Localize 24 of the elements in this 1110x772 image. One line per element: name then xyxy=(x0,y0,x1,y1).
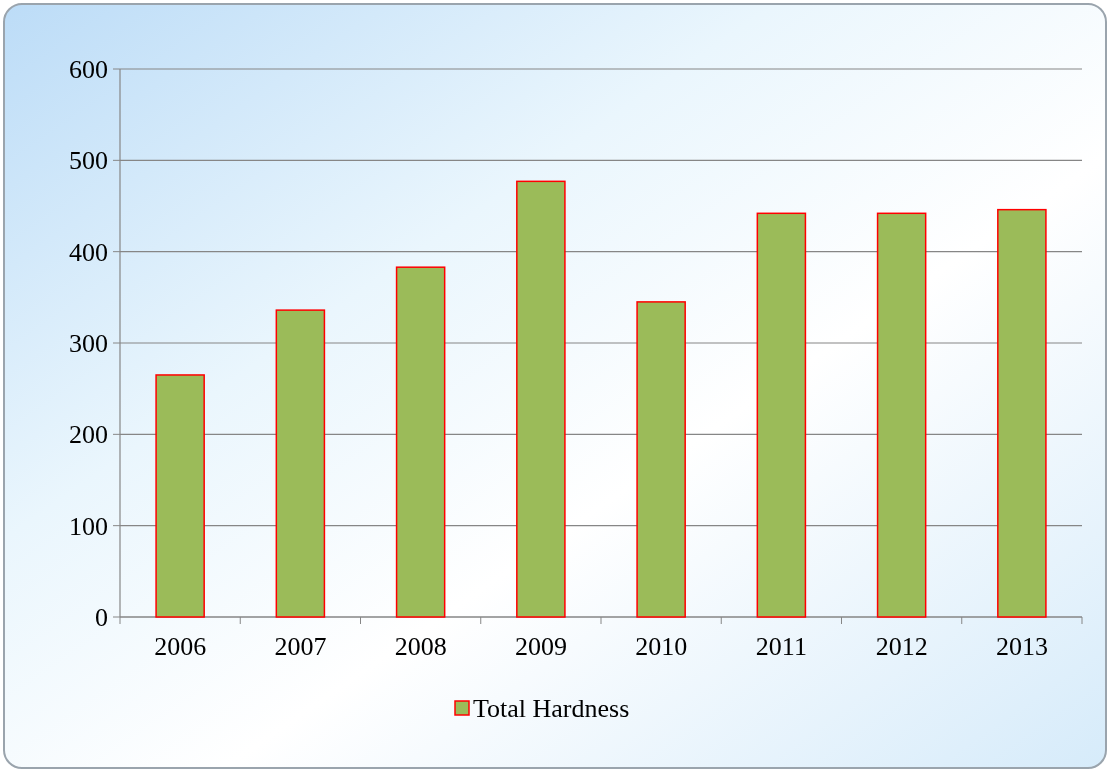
legend-label: Total Hardness xyxy=(473,694,630,724)
x-tick-label: 2012 xyxy=(875,632,928,661)
x-tick-label: 2009 xyxy=(514,632,567,661)
x-tick-label: 2006 xyxy=(154,632,207,661)
bar xyxy=(636,301,686,618)
y-tick-label: 300 xyxy=(69,329,108,359)
y-tick-label: 0 xyxy=(95,603,108,633)
bar xyxy=(997,208,1047,618)
bar xyxy=(155,374,205,618)
y-tick-label: 100 xyxy=(69,511,108,541)
x-tick-label: 2013 xyxy=(995,632,1048,661)
y-tick-label: 200 xyxy=(69,420,108,450)
bar xyxy=(876,212,927,618)
bar xyxy=(395,266,446,618)
x-tick-label: 2010 xyxy=(635,632,688,661)
bar xyxy=(516,180,566,618)
x-tick-label: 2011 xyxy=(755,632,807,661)
bar xyxy=(756,212,807,618)
bar xyxy=(275,309,326,618)
y-tick-label: 400 xyxy=(69,237,108,267)
y-tick-label: 600 xyxy=(69,55,108,85)
x-tick-label: 2007 xyxy=(274,632,327,661)
x-tick-label: 2008 xyxy=(394,632,447,661)
y-tick-label: 500 xyxy=(69,146,108,176)
